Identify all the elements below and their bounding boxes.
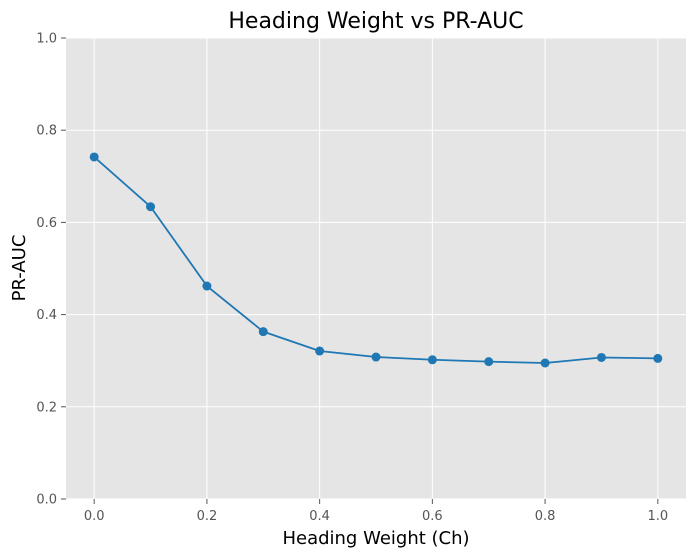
y-tick-label: 0.4 — [36, 308, 57, 323]
data-point — [315, 346, 325, 356]
data-point — [653, 353, 663, 363]
axes: 0.0 0.2 0.4 0.6 0.8 1.0 0.0 0.2 0.4 0.6 0.8 1.0 — [36, 32, 668, 525]
data-point — [258, 327, 268, 337]
y-tick-label: 0.8 — [36, 124, 57, 139]
data-point — [202, 281, 212, 291]
x-tick-label: 0.4 — [309, 509, 330, 524]
data-point — [89, 152, 99, 162]
series-group — [89, 152, 663, 368]
y-axis-label: PR-AUC — [9, 235, 30, 302]
x-axis-label: Heading Weight (Ch) — [282, 528, 469, 549]
grid — [66, 37, 686, 500]
x-tick-label: 0.0 — [84, 509, 105, 524]
chart-title: Heading Weight vs PR-AUC — [228, 9, 523, 34]
data-point — [146, 202, 156, 212]
plot-area — [66, 38, 686, 499]
y-tick-label: 1.0 — [36, 32, 57, 47]
y-tick-label: 0.2 — [36, 400, 57, 415]
y-tick-label: 0.0 — [36, 493, 57, 508]
x-tick-label: 0.8 — [535, 509, 556, 524]
y-tick-label: 0.6 — [36, 216, 57, 231]
x-tick-label: 1.0 — [647, 509, 668, 524]
data-point — [371, 352, 381, 362]
data-point — [596, 352, 606, 362]
data-point — [427, 355, 437, 365]
x-tick-label: 0.6 — [422, 509, 443, 524]
x-tick-label: 0.2 — [197, 509, 218, 524]
data-point — [540, 358, 550, 368]
data-point — [484, 357, 494, 367]
